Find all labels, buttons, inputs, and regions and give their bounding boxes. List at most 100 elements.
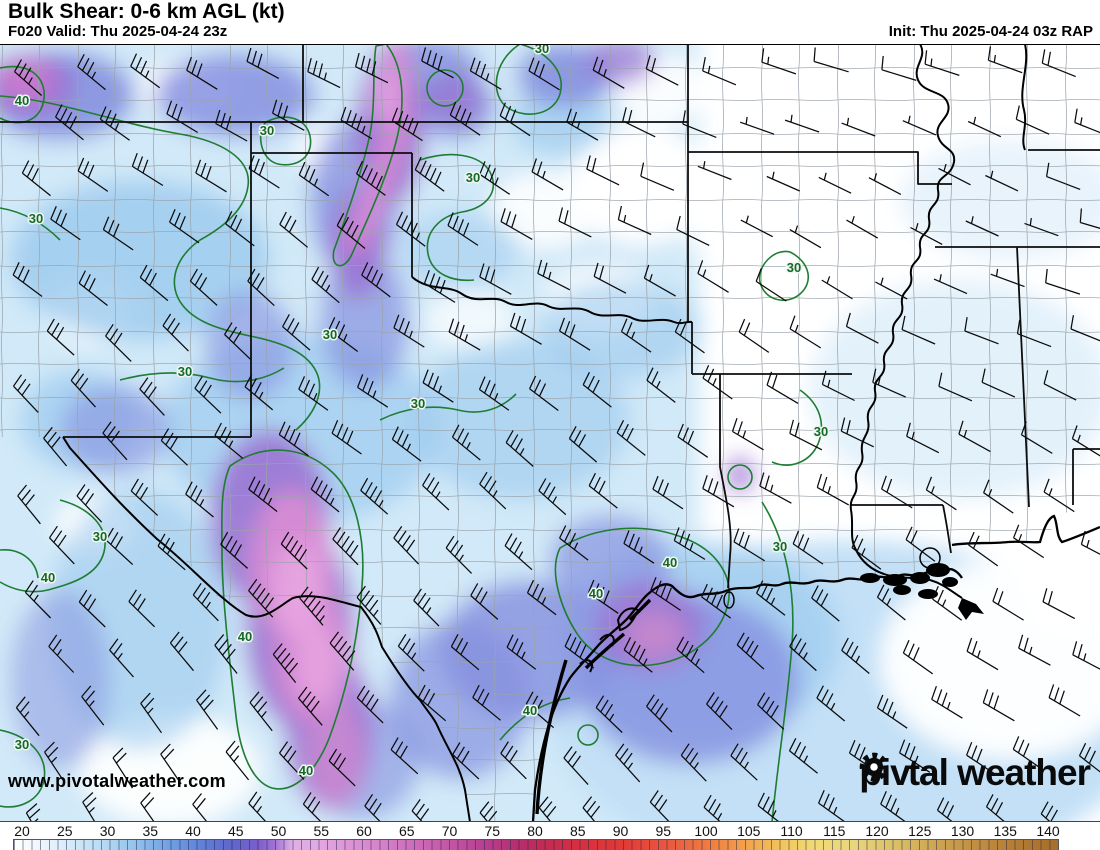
colorbar-tick: 55 — [313, 823, 330, 839]
colorbar-tick: 30 — [99, 823, 116, 839]
wind-barb — [421, 47, 454, 79]
wind-barb — [413, 588, 440, 627]
contour-label: 30 — [814, 424, 828, 439]
wind-barb — [451, 424, 481, 461]
wind-barb — [397, 633, 425, 672]
wind-barb — [558, 207, 592, 238]
wind-barb — [845, 312, 879, 344]
wind-barb — [307, 57, 341, 89]
wind-barb — [479, 161, 511, 195]
wind-barb — [329, 631, 356, 671]
wind-barb — [563, 746, 589, 786]
colorbar-tick: 135 — [993, 823, 1017, 839]
wind-barb — [1043, 370, 1077, 401]
wind-barb — [278, 741, 305, 780]
wind-barb — [816, 473, 850, 506]
wind-barb — [813, 47, 849, 73]
wind-barb — [701, 583, 732, 619]
wind-barb — [336, 212, 366, 249]
wind-barb — [195, 159, 227, 193]
wind-barb — [1020, 421, 1053, 454]
wind-barb — [81, 685, 105, 726]
wind-barb — [983, 479, 1014, 514]
wind-barb — [733, 528, 765, 562]
wind-barb — [14, 59, 43, 96]
wind-barb — [130, 478, 159, 516]
contour-label: 40 — [523, 703, 537, 718]
wind-barb — [196, 689, 219, 730]
wind-barb — [938, 163, 971, 186]
wind-barb — [500, 208, 533, 240]
wind-barb — [102, 421, 128, 461]
wind-barb — [965, 216, 999, 237]
wind-barb — [70, 368, 96, 408]
wind-barb — [818, 790, 845, 821]
wind-barb — [357, 374, 389, 408]
wind-barb — [902, 115, 937, 136]
wind-barb — [587, 579, 619, 614]
wind-barb — [248, 155, 280, 189]
wind-barb — [702, 475, 735, 508]
wind-barb — [528, 57, 560, 91]
wind-barb — [417, 684, 447, 722]
wind-barb — [588, 472, 618, 509]
wind-barb — [901, 315, 936, 345]
contour-label: 30 — [773, 539, 787, 554]
red-river — [411, 276, 693, 325]
wind-barb — [985, 794, 1005, 821]
wind-barb — [24, 580, 52, 619]
wind-barb — [821, 276, 853, 300]
wind-barb — [677, 423, 709, 458]
wind-barb — [792, 530, 824, 565]
wind-barb — [356, 585, 382, 625]
wind-barb — [525, 691, 555, 729]
wind-barb — [76, 484, 103, 523]
wind-barb — [328, 317, 359, 353]
wind-barb — [479, 471, 507, 510]
wind-barb — [395, 211, 426, 247]
wind-barb — [872, 368, 906, 398]
colorbar-tick: 120 — [865, 823, 889, 839]
wind-barb — [987, 46, 1023, 74]
wind-barb — [559, 317, 591, 351]
colorbar-tick: 95 — [655, 823, 672, 839]
wind-barb — [504, 533, 533, 571]
wind-barb — [982, 689, 1015, 722]
wind-barb — [702, 56, 737, 86]
wind-barb — [932, 586, 963, 621]
wind-barb — [215, 109, 248, 142]
wind-barb — [985, 170, 1019, 192]
weather-map: 40 30 30 30 30 30 30 30 30 40 30 30 30 40 40 40 40 40 30 w… — [0, 44, 1100, 822]
wind-barb — [646, 367, 676, 403]
wind-barb — [472, 684, 501, 721]
wind-barb — [936, 797, 955, 821]
wind-barb — [868, 173, 902, 195]
wind-barb — [390, 737, 419, 775]
page-title: Bulk Shear: 0-6 km AGL (kt) — [8, 0, 285, 23]
contour-label: 30 — [787, 260, 801, 275]
wind-barb — [568, 426, 598, 463]
wind-barb — [248, 476, 278, 512]
wind-barb — [1013, 524, 1045, 559]
wind-barb — [46, 318, 75, 356]
colorbar-tick: 40 — [185, 823, 201, 839]
wind-barb — [586, 155, 620, 186]
wind-barb — [582, 796, 601, 821]
wind-barb — [702, 365, 733, 400]
wind-barb — [162, 313, 189, 352]
wind-barb — [925, 476, 957, 511]
contour-label: 30 — [411, 396, 425, 411]
wind-barb — [841, 637, 870, 674]
map-canvas: 40 30 30 30 30 30 30 30 30 40 30 30 30 40 40 40 40 40 30 — [0, 45, 1100, 821]
wind-barb — [192, 793, 208, 821]
wind-barb — [469, 57, 502, 90]
wind-barb — [225, 740, 250, 781]
wind-barb — [875, 277, 908, 300]
wind-barb — [851, 534, 882, 570]
wind-barb — [194, 376, 222, 414]
wind-barb — [967, 116, 1002, 138]
wind-barb — [298, 376, 329, 411]
wind-barb — [310, 476, 340, 513]
wind-barb — [964, 317, 999, 345]
